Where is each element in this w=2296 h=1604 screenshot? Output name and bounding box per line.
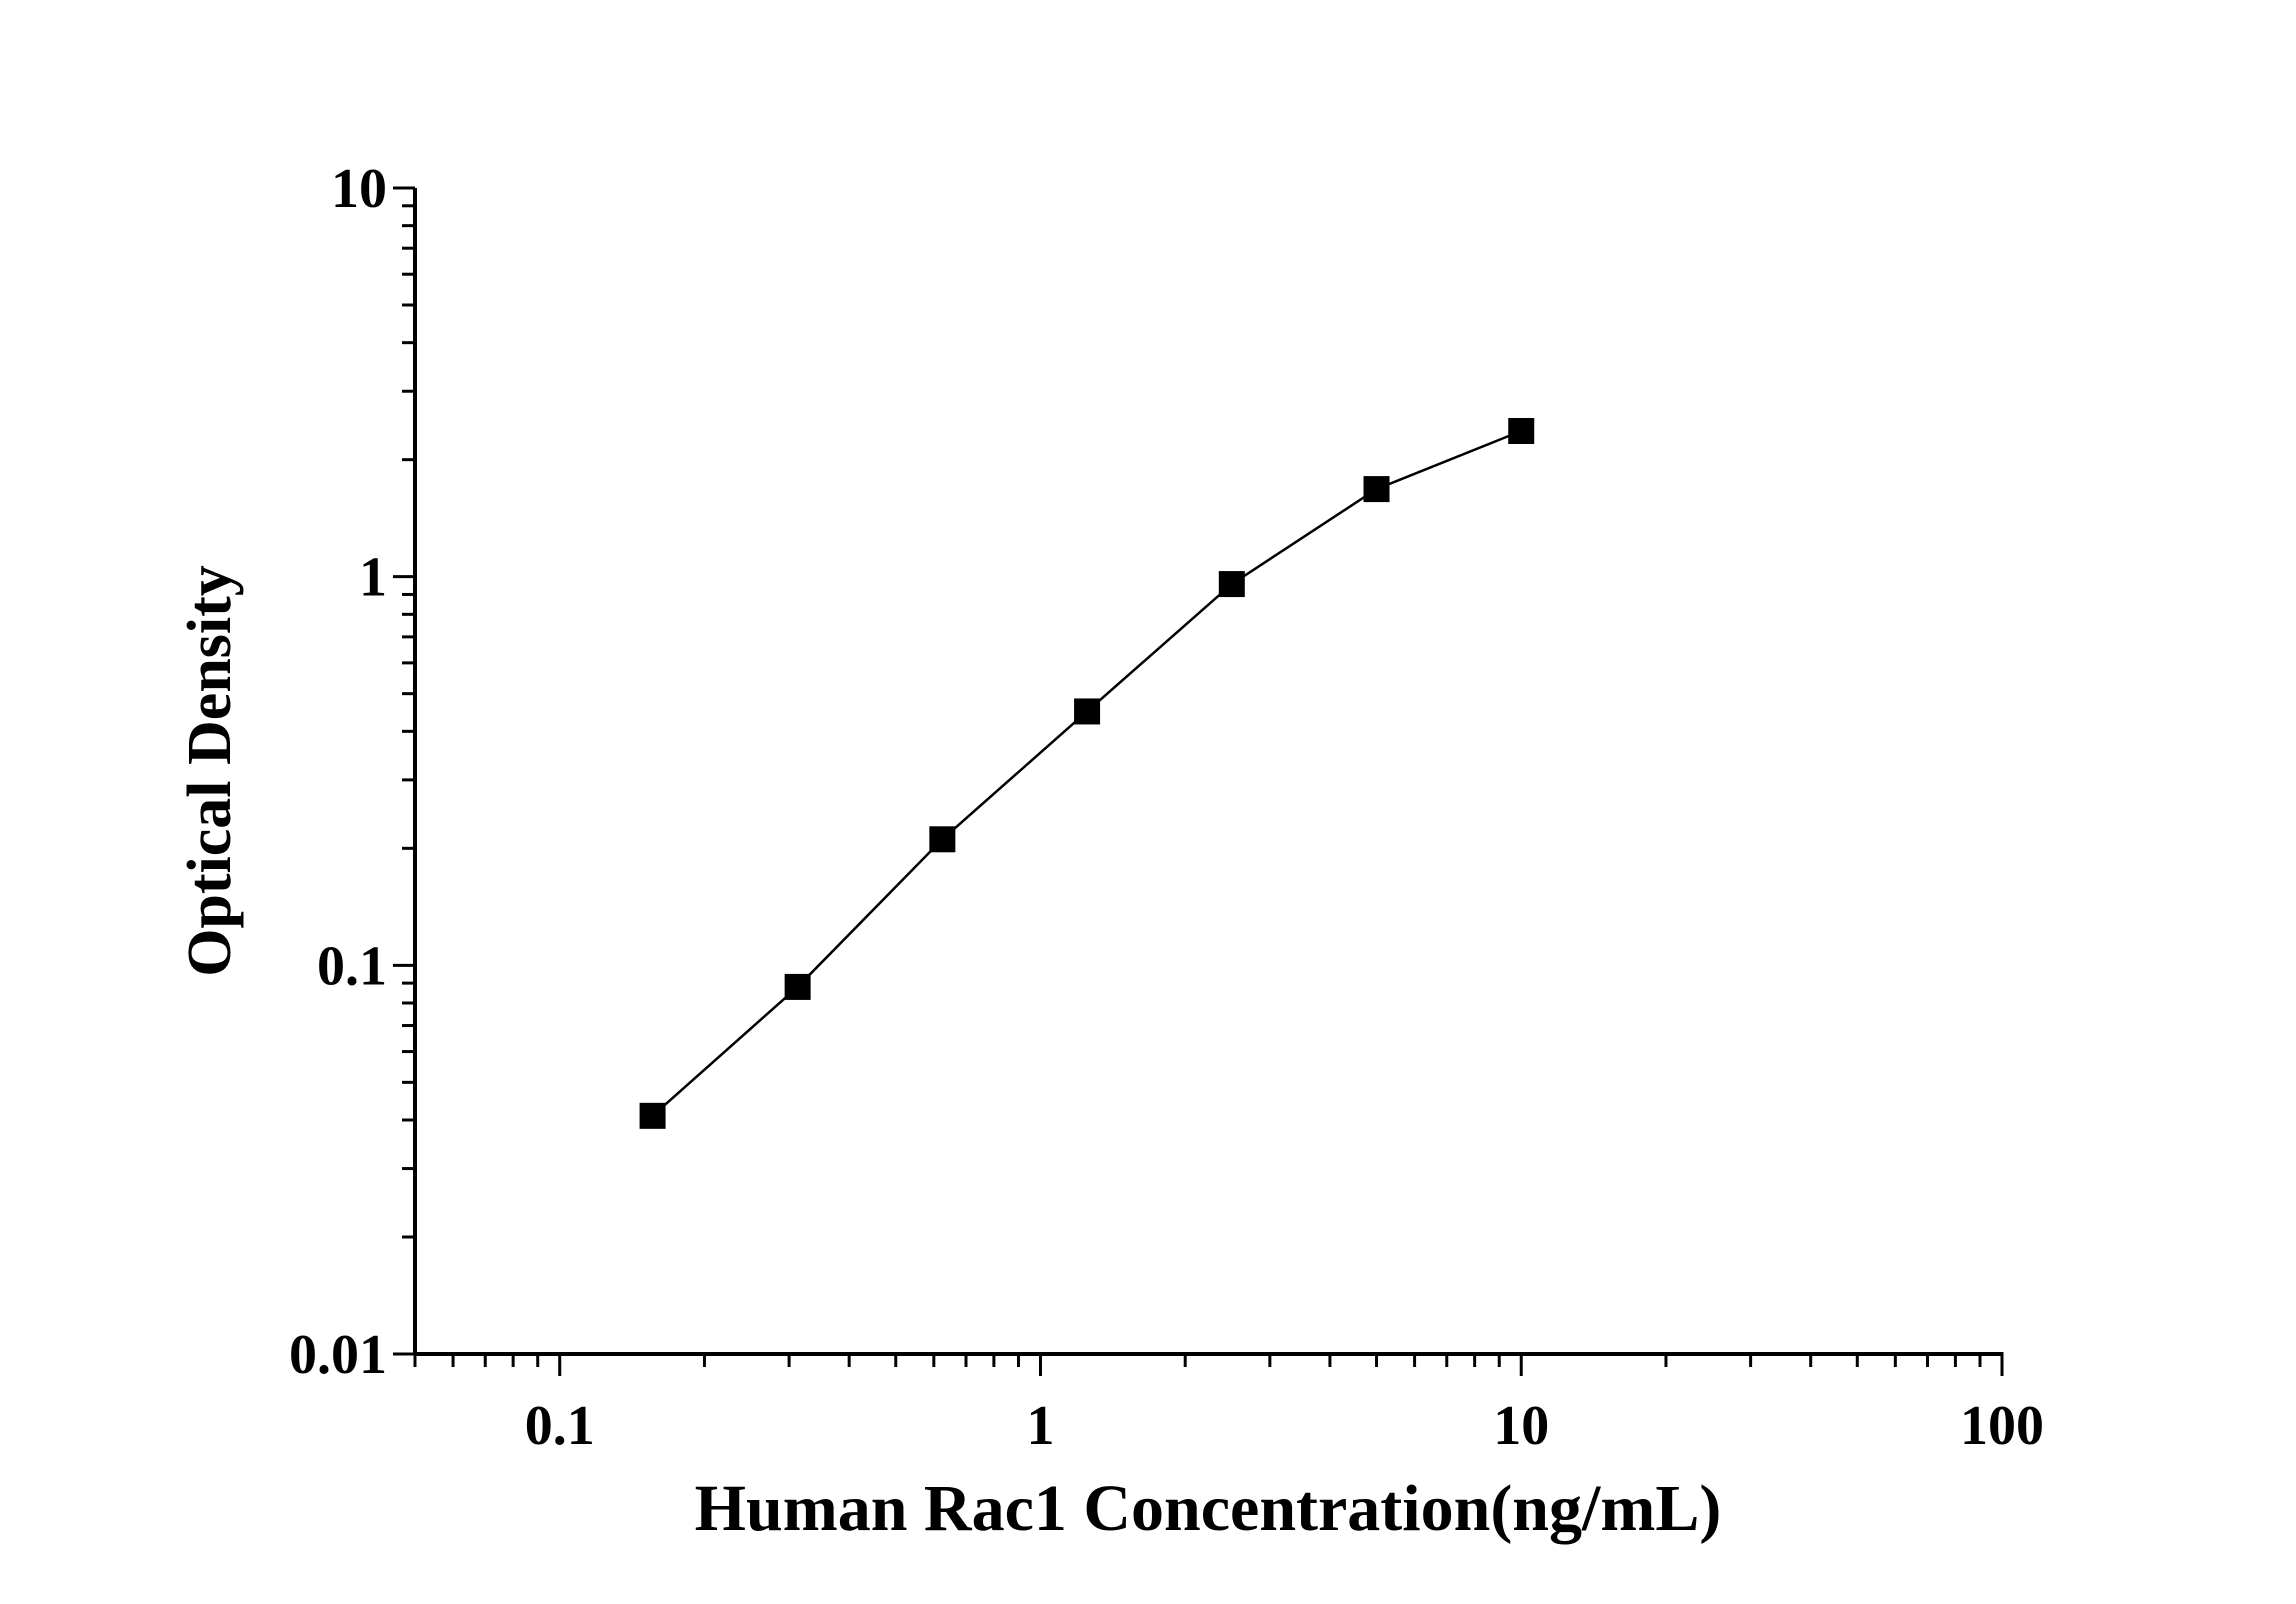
axes [413, 188, 2004, 1356]
data-point [1508, 418, 1535, 445]
data-point [1074, 698, 1101, 725]
data-point [1363, 476, 1390, 503]
x-axis-label: Human Rac1 Concentration(ng/mL) [695, 1472, 1722, 1545]
data-point [784, 973, 811, 1000]
y-tick-label: 0.1 [317, 935, 387, 997]
y-tick-label: 0.01 [289, 1324, 387, 1386]
y-tick-label: 10 [331, 158, 387, 220]
y-tick-label: 1 [359, 547, 387, 609]
y-axis-label: Optical Density [176, 565, 244, 977]
x-tick-labels: 0.1 1 10 100 [525, 1395, 2044, 1457]
x-tick-label: 0.1 [525, 1395, 595, 1457]
series-line [651, 429, 1522, 1117]
x-tick-label: 1 [1026, 1395, 1054, 1457]
x-tick-label: 10 [1493, 1395, 1549, 1457]
y-tick-labels: 0.01 0.1 1 10 [289, 158, 387, 1386]
data-point [929, 826, 956, 853]
ticks [393, 186, 2004, 1376]
x-tick-label: 100 [1960, 1395, 2044, 1457]
data-point [1218, 571, 1245, 598]
plot-area [639, 418, 1535, 1129]
data-point [639, 1102, 666, 1129]
